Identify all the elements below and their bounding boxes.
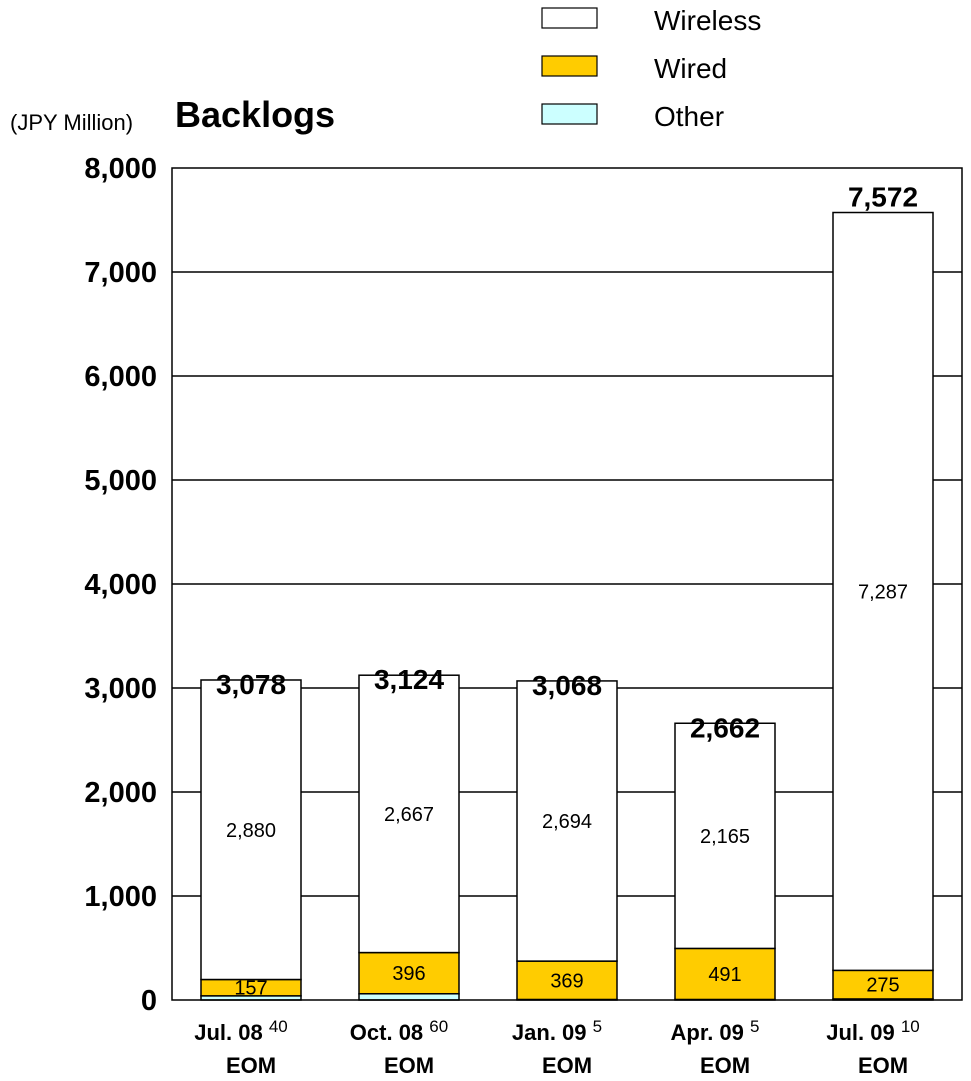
segment-value-label: 157: [234, 978, 267, 1000]
x-category-superscript: 10: [901, 1017, 920, 1036]
x-category-superscript: 5: [750, 1017, 759, 1036]
total-value-label: 2,662: [690, 712, 760, 743]
plot-frame: [171, 167, 963, 1001]
segment-value-label: 7,287: [858, 581, 908, 603]
bar-segment-wired: [832, 969, 934, 1000]
bar-segment-wireless: [832, 211, 934, 972]
segment-value-label: 2,667: [384, 804, 434, 826]
x-category-sublabel: EOM: [700, 1053, 750, 1078]
y-tick-label: 6,000: [84, 361, 157, 393]
bar-segment-wireless: [358, 674, 460, 954]
y-tick-label: 1,000: [84, 881, 157, 913]
bar-segment-wireless: [200, 679, 302, 981]
total-value-label: 3,078: [216, 669, 286, 700]
legend-swatch-wireless: [541, 7, 598, 29]
total-value-label: 3,068: [532, 670, 602, 701]
legend-label: Other: [654, 101, 724, 132]
y-tick-label: 4,000: [84, 569, 157, 601]
legend-label: Wireless: [654, 5, 761, 36]
x-axis-labels: Jul. 08 40 EOM Oct. 08 60 EOM Jan. 09 5 EOM Ap…: [194, 1017, 920, 1078]
legend-swatch-wired: [541, 55, 598, 77]
segment-value-label: 369: [550, 970, 583, 992]
x-category-label: Apr. 09 5: [671, 1017, 760, 1045]
segment-value-label: 275: [866, 975, 899, 997]
legend-label: Wired: [654, 53, 727, 84]
x-category-superscript: 60: [429, 1017, 448, 1036]
y-tick-label: 2,000: [84, 777, 157, 809]
chart-title: Backlogs: [175, 94, 335, 135]
y-tick-label: 3,000: [84, 673, 157, 705]
y-axis-ticks: 0 1,000 2,000 3,000 4,000 5,000 6,000 7,000 8,00…: [84, 153, 157, 1017]
segment-value-label: 2,694: [542, 811, 592, 833]
bar-segment-other: [358, 993, 460, 1001]
segment-value-label: 491: [708, 964, 741, 986]
x-category-label: Jul. 08 40: [194, 1017, 288, 1045]
chart-legend: Wireless Wired Other: [541, 5, 761, 132]
total-value-label: 7,572: [848, 182, 918, 213]
bars: 157 2,880 3,078 396 2,667 3,124 369 2,694 3,068 4…: [200, 182, 934, 1001]
x-category-sublabel: EOM: [226, 1053, 276, 1078]
bar-segment-wireless: [516, 680, 618, 962]
y-tick-label: 7,000: [84, 257, 157, 289]
x-category-sublabel: EOM: [542, 1053, 592, 1078]
segment-value-label: 2,880: [226, 820, 276, 842]
x-category-label: Jul. 09 10: [826, 1017, 920, 1045]
y-tick-label: 0: [141, 985, 157, 1017]
x-category-superscript: 40: [269, 1017, 288, 1036]
y-tick-label: 5,000: [84, 465, 157, 497]
x-category-label: Oct. 08 60: [350, 1017, 448, 1045]
x-category-sublabel: EOM: [858, 1053, 908, 1078]
segment-value-label: 396: [392, 963, 425, 985]
total-value-label: 3,124: [374, 664, 444, 695]
y-tick-label: 8,000: [84, 153, 157, 185]
legend-swatch-other: [541, 103, 598, 125]
unit-label: (JPY Million): [10, 110, 133, 135]
x-category-label: Jan. 09 5: [512, 1017, 602, 1045]
bar-segment-wired: [358, 951, 460, 995]
segment-value-label: 2,165: [700, 826, 750, 848]
bar-segment-wireless: [674, 722, 776, 950]
x-category-superscript: 5: [593, 1017, 602, 1036]
x-category-sublabel: EOM: [384, 1053, 434, 1078]
